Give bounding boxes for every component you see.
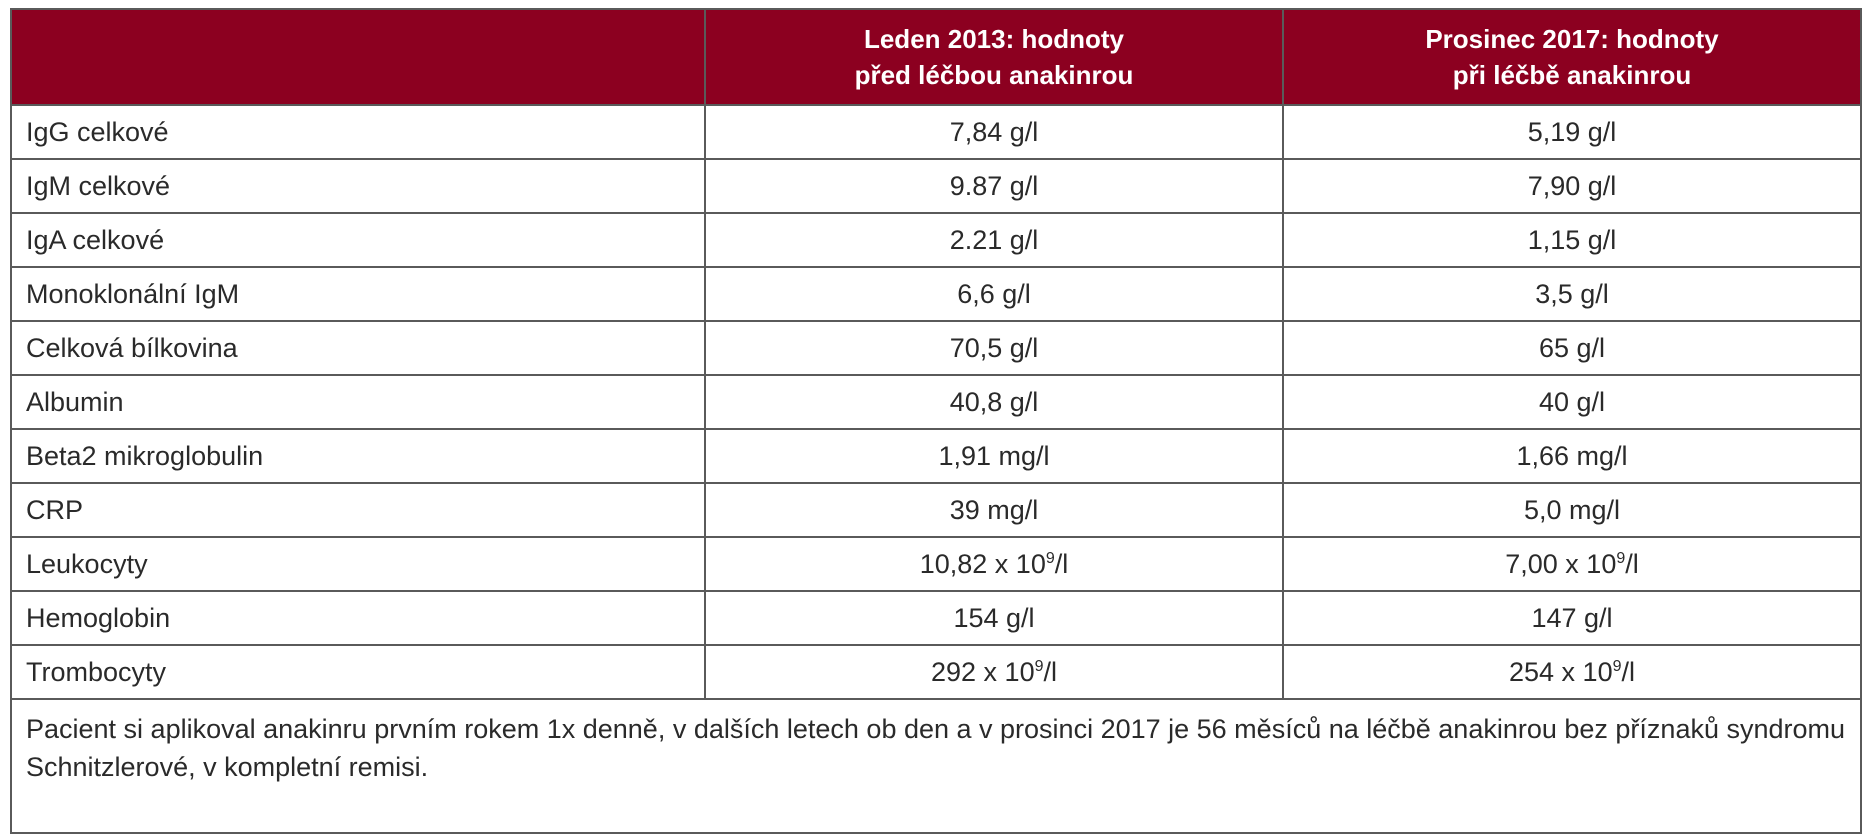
table-row: Trombocyty 292 x 109/l 254 x 109/l [10,644,1862,700]
value-2017: 40 g/l [1282,374,1862,430]
value-2017: 5,19 g/l [1282,104,1862,160]
table-note-row: Pacient si aplikoval anakinru prvním rok… [10,698,1862,834]
row-label: Trombocyty [10,644,706,700]
table-header-row: Leden 2013: hodnoty před léčbou anakinro… [10,8,1862,106]
value-2013: 70,5 g/l [704,320,1284,376]
value-mantissa: 10,82 x 10 [919,548,1046,579]
value-2013: 292 x 109/l [704,644,1284,700]
value-exponent: 9 [1612,657,1622,675]
header-dec-2017: Prosinec 2017: hodnoty při léčbě anakinr… [1282,8,1862,106]
value-2017: 1,15 g/l [1282,212,1862,268]
row-label: Monoklonální IgM [10,266,706,322]
value-2017: 5,0 mg/l [1282,482,1862,538]
value-exponent: 9 [1045,549,1055,567]
lab-values-table-container: Leden 2013: hodnoty před léčbou anakinro… [10,8,1862,834]
value-2013: 10,82 x 109/l [704,536,1284,592]
header-dec-2017-line1: Prosinec 2017: hodnoty [1425,24,1719,54]
value-2017: 7,90 g/l [1282,158,1862,214]
table-row: Hemoglobin 154 g/l 147 g/l [10,590,1862,646]
table-row: Leukocyty 10,82 x 109/l 7,00 x 109/l [10,536,1862,592]
row-label: Celková bílkovina [10,320,706,376]
row-label: IgA celkové [10,212,706,268]
row-label: CRP [10,482,706,538]
value-2013: 40,8 g/l [704,374,1284,430]
value-2013: 154 g/l [704,590,1284,646]
lab-values-table: Leden 2013: hodnoty před léčbou anakinro… [10,8,1862,834]
table-note: Pacient si aplikoval anakinru prvním rok… [10,698,1862,834]
value-2013: 39 mg/l [704,482,1284,538]
value-exponent: 9 [1034,657,1044,675]
value-unit: /l [1625,548,1639,579]
table-row: Beta2 mikroglobulin 1,91 mg/l 1,66 mg/l [10,428,1862,484]
value-2017: 147 g/l [1282,590,1862,646]
value-2013: 9.87 g/l [704,158,1284,214]
row-label: IgG celkové [10,104,706,160]
header-jan-2013-line2: před léčbou anakinrou [854,60,1134,90]
value-2013: 7,84 g/l [704,104,1284,160]
table-row: Celková bílkovina 70,5 g/l 65 g/l [10,320,1862,376]
header-parameter [10,8,706,106]
value-2017: 1,66 mg/l [1282,428,1862,484]
value-unit: /l [1043,656,1058,687]
row-label: Beta2 mikroglobulin [10,428,706,484]
value-2013: 1,91 mg/l [704,428,1284,484]
header-jan-2013: Leden 2013: hodnoty před léčbou anakinro… [704,8,1284,106]
value-2017: 7,00 x 109/l [1282,536,1862,592]
table-row: IgM celkové 9.87 g/l 7,90 g/l [10,158,1862,214]
table-row: Monoklonální IgM 6,6 g/l 3,5 g/l [10,266,1862,322]
value-mantissa: 7,00 x 10 [1505,548,1617,579]
table-row: CRP 39 mg/l 5,0 mg/l [10,482,1862,538]
table-row: IgG celkové 7,84 g/l 5,19 g/l [10,104,1862,160]
value-mantissa: 254 x 10 [1509,656,1613,687]
value-exponent: 9 [1616,549,1626,567]
value-2017: 65 g/l [1282,320,1862,376]
header-dec-2017-line2: při léčbě anakinrou [1452,60,1692,90]
row-label: Leukocyty [10,536,706,592]
value-unit: /l [1054,548,1069,579]
value-2017: 254 x 109/l [1282,644,1862,700]
row-label: Albumin [10,374,706,430]
row-label: Hemoglobin [10,590,706,646]
value-2013: 2.21 g/l [704,212,1284,268]
header-jan-2013-line1: Leden 2013: hodnoty [863,24,1125,54]
value-2017: 3,5 g/l [1282,266,1862,322]
table-row: IgA celkové 2.21 g/l 1,15 g/l [10,212,1862,268]
row-label: IgM celkové [10,158,706,214]
value-unit: /l [1621,656,1636,687]
value-2013: 6,6 g/l [704,266,1284,322]
table-row: Albumin 40,8 g/l 40 g/l [10,374,1862,430]
value-mantissa: 292 x 10 [931,656,1035,687]
